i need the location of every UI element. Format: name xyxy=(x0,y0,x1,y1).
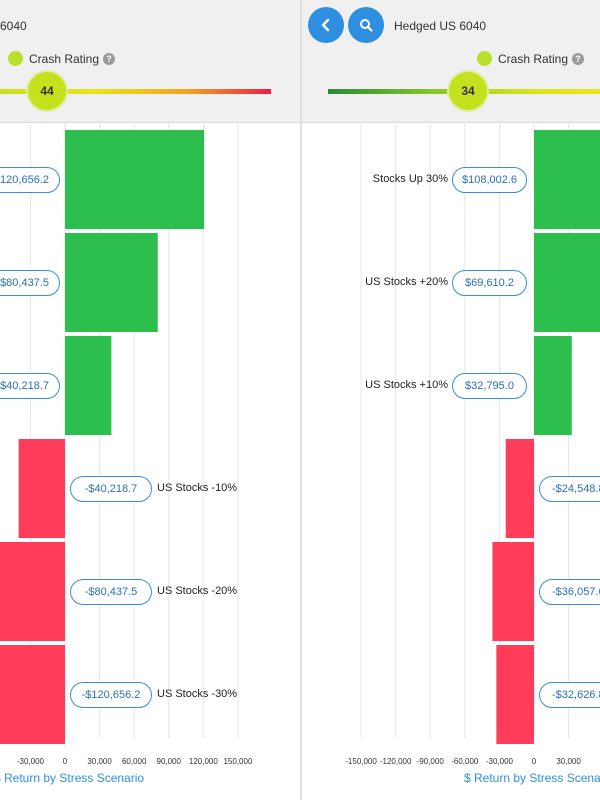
left-scenario-label: US Stocks -30% xyxy=(157,687,238,700)
right-value-pill[interactable]: $69,610.2 xyxy=(452,269,527,296)
left-scenario-bar[interactable] xyxy=(65,336,112,435)
left-x-tick-label: 60,000 xyxy=(121,757,147,766)
left-crash-rating-label-group: Crash Rating ? xyxy=(8,51,116,66)
right-x-tick-label: 30,000 xyxy=(556,757,581,766)
right-x-axis-title: $ Return by Stress Scenario xyxy=(464,771,600,785)
left-x-tick-label: 0 xyxy=(62,757,68,766)
left-value-pill[interactable]: -$80,437.5 xyxy=(70,578,152,605)
right-scenario-bar[interactable] xyxy=(534,336,572,435)
left-crash-rating-knob[interactable]: 44 xyxy=(26,70,68,112)
left-x-tick-label: -30,000 xyxy=(16,757,44,766)
left-scenario-bar[interactable] xyxy=(65,233,158,332)
left-stress-chart xyxy=(0,122,239,744)
left-x-tick-label: 150,000 xyxy=(223,757,253,766)
left-portfolio-title: 6040 xyxy=(0,19,27,33)
back-button[interactable] xyxy=(308,7,344,43)
right-scenario-label: US Stocks +10% xyxy=(365,378,448,391)
left-value-pill[interactable]: -$40,218.7 xyxy=(70,475,152,502)
chevron-left-icon xyxy=(321,18,330,32)
left-value-pill[interactable]: -$120,656.2 xyxy=(70,681,152,708)
right-scenario-label: US Stocks +20% xyxy=(365,275,448,288)
right-scenario-label: Stocks Up 30% xyxy=(372,172,448,185)
left-scenario-bar[interactable] xyxy=(65,130,205,229)
help-icon[interactable]: ? xyxy=(572,52,585,65)
left-scenario-bar[interactable] xyxy=(18,439,65,538)
right-crash-rating-knob[interactable]: 34 xyxy=(447,70,489,112)
right-portfolio-title: Hedged US 6040 xyxy=(394,19,487,33)
left-crash-rating-slider-track[interactable] xyxy=(0,89,271,94)
right-x-tick-label: -60,000 xyxy=(451,757,479,766)
right-panel-header: Hedged US 6040 Crash Rating ? 34 xyxy=(302,0,600,123)
right-crash-rating-label: Crash Rating xyxy=(498,51,569,66)
left-scenario-bar[interactable] xyxy=(0,645,65,744)
right-x-tick-label: -150,000 xyxy=(345,757,377,766)
left-x-tick-label: 120,000 xyxy=(188,757,218,766)
right-portfolio-panel: Hedged US 6040 Crash Rating ? 34 -150,00… xyxy=(302,0,600,800)
right-value-pill[interactable]: $32,795.0 xyxy=(452,372,527,399)
left-x-axis-title: $ Return by Stress Scenario xyxy=(0,771,145,785)
right-scenario-bar[interactable] xyxy=(534,233,600,332)
left-value-pill[interactable]: $80,437.5 xyxy=(0,269,60,296)
left-crash-rating-label: Crash Rating xyxy=(29,51,100,66)
help-icon[interactable]: ? xyxy=(103,52,116,65)
right-scenario-bar[interactable] xyxy=(492,542,534,641)
right-value-pill[interactable]: $108,002.6 xyxy=(452,166,527,193)
left-panel-header: 6040 Crash Rating ? 44 xyxy=(0,0,300,123)
left-x-tick-label: 90,000 xyxy=(156,757,181,766)
right-stress-chart xyxy=(360,122,600,744)
left-scenario-bar[interactable] xyxy=(0,542,65,641)
crash-rating-dot-icon xyxy=(477,51,492,66)
right-scenario-bar[interactable] xyxy=(505,439,534,538)
left-scenario-label: US Stocks -20% xyxy=(157,584,238,597)
search-icon xyxy=(360,19,373,32)
right-x-tick-label: 0 xyxy=(531,757,537,766)
left-portfolio-panel: 6040 Crash Rating ? 44 -30,000 0 30,000 60,… xyxy=(0,0,300,785)
panel-divider xyxy=(300,0,302,800)
left-value-pill[interactable]: $120,656.2 xyxy=(0,166,60,193)
right-value-pill[interactable]: -$24,548.8 xyxy=(539,475,600,502)
right-value-pill[interactable]: -$36,057.6 xyxy=(539,578,600,605)
right-x-tick-label: -120,000 xyxy=(379,757,412,766)
search-button[interactable] xyxy=(348,7,384,43)
right-value-pill[interactable]: -$32,626.8 xyxy=(539,681,600,708)
left-x-tick-label: 30,000 xyxy=(87,757,112,766)
crash-rating-dot-icon xyxy=(8,51,23,66)
right-x-tick-label: -30,000 xyxy=(485,757,513,766)
right-x-tick-label: -90,000 xyxy=(416,757,444,766)
left-value-pill[interactable]: $40,218.7 xyxy=(0,372,60,399)
right-scenario-bar[interactable] xyxy=(534,130,600,229)
left-scenario-label: US Stocks -10% xyxy=(157,481,238,494)
right-scenario-bar[interactable] xyxy=(496,645,534,744)
right-crash-rating-label-group: Crash Rating ? xyxy=(477,51,585,66)
